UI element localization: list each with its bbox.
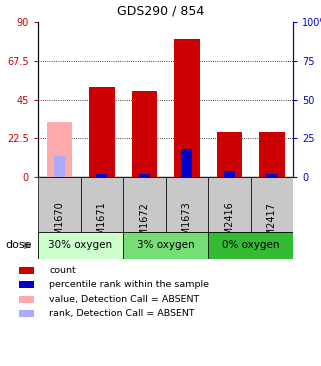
- Text: 3% oxygen: 3% oxygen: [137, 240, 194, 250]
- Text: GSM2416: GSM2416: [224, 202, 234, 249]
- Bar: [123, 232, 208, 259]
- Bar: [139, 174, 150, 177]
- Bar: [266, 174, 277, 177]
- Text: dose: dose: [5, 240, 31, 250]
- Bar: [174, 39, 199, 177]
- Text: 30% oxygen: 30% oxygen: [48, 240, 113, 250]
- Bar: [208, 177, 250, 232]
- Text: GSM1672: GSM1672: [139, 202, 149, 249]
- Bar: [208, 232, 293, 259]
- Bar: [181, 149, 193, 177]
- Bar: [123, 177, 166, 232]
- Bar: [38, 232, 123, 259]
- Text: percentile rank within the sample: percentile rank within the sample: [49, 280, 209, 289]
- Bar: [19, 266, 34, 274]
- Bar: [19, 296, 34, 303]
- Text: GSM1671: GSM1671: [97, 202, 107, 249]
- Text: value, Detection Call = ABSENT: value, Detection Call = ABSENT: [49, 295, 199, 304]
- Text: GSM2417: GSM2417: [267, 202, 277, 249]
- Bar: [259, 132, 284, 177]
- Bar: [223, 171, 235, 177]
- Text: 0% oxygen: 0% oxygen: [222, 240, 279, 250]
- Bar: [54, 156, 65, 177]
- Text: GSM1673: GSM1673: [182, 202, 192, 249]
- Bar: [38, 177, 81, 232]
- Text: GSM1670: GSM1670: [54, 202, 64, 249]
- Bar: [96, 174, 108, 177]
- Bar: [81, 177, 123, 232]
- Bar: [89, 87, 115, 177]
- Text: GDS290 / 854: GDS290 / 854: [117, 4, 204, 17]
- Bar: [216, 132, 242, 177]
- Text: rank, Detection Call = ABSENT: rank, Detection Call = ABSENT: [49, 309, 195, 318]
- Bar: [19, 310, 34, 317]
- Bar: [132, 91, 157, 177]
- Bar: [250, 177, 293, 232]
- Bar: [47, 122, 72, 177]
- Bar: [19, 281, 34, 288]
- Text: count: count: [49, 266, 76, 275]
- Bar: [166, 177, 208, 232]
